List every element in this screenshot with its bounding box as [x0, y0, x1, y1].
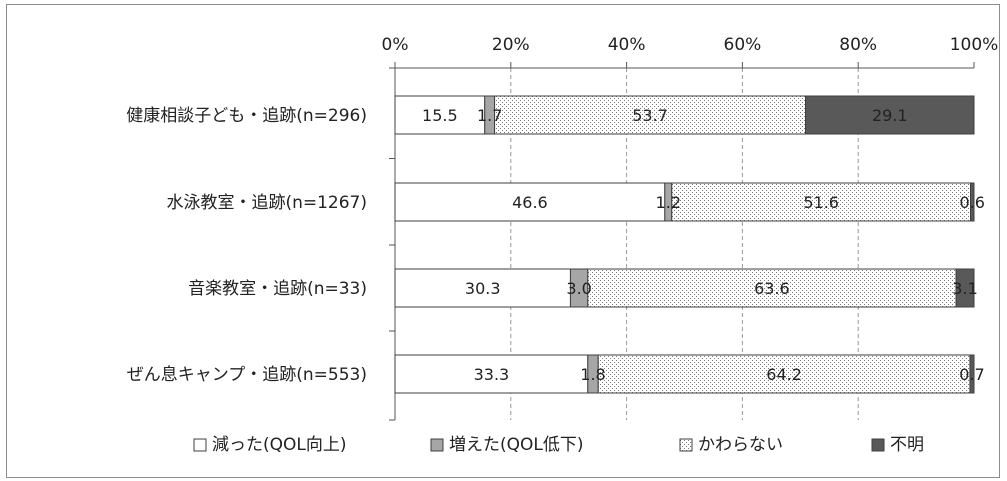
x-tick-label: 60%	[724, 35, 762, 55]
data-label: 1.2	[656, 193, 681, 212]
data-label: 3.0	[566, 279, 591, 298]
legend-label: 減った(QOL向上)	[212, 435, 347, 455]
data-label: 1.7	[477, 106, 502, 125]
axis-layer: 0% 20% 40% 60% 80% 100%	[382, 35, 999, 421]
x-tick-label: 0%	[382, 35, 409, 55]
x-tick-label: 20%	[492, 35, 530, 55]
bar-segment	[970, 182, 975, 222]
bar-segment	[587, 268, 957, 308]
data-label: 33.3	[474, 365, 510, 384]
bar-segment	[597, 354, 971, 394]
category-label: 健康相談子ども・追跡(n=296)	[126, 106, 367, 126]
x-tick-label: 80%	[839, 35, 877, 55]
legend-label: 不明	[890, 435, 924, 455]
legend-label: かわらない	[698, 435, 783, 455]
bar-segment	[955, 268, 975, 308]
x-tick-label: 40%	[608, 35, 646, 55]
label-layer: 健康相談子ども・追跡(n=296) 水泳教室・追跡(n=1267) 音楽教室・追跡(…	[126, 106, 985, 385]
data-label: 30.3	[465, 279, 501, 298]
data-label: 3.1	[952, 279, 977, 298]
bar-segment	[969, 354, 975, 394]
data-label: 46.6	[512, 193, 548, 212]
bar-segment	[394, 182, 666, 222]
data-label: 0.6	[960, 193, 985, 212]
x-tick-label: 100%	[950, 35, 999, 55]
category-label: 水泳教室・追跡(n=1267)	[166, 193, 367, 213]
legend-swatch	[193, 438, 207, 452]
data-label: 1.8	[580, 365, 605, 384]
data-label: 64.2	[766, 365, 802, 384]
bar-segment	[805, 95, 975, 135]
data-label: 53.7	[632, 106, 668, 125]
category-label: 音楽教室・追跡(n=33)	[188, 279, 367, 299]
category-label: ぜん息キャンプ・追跡(n=553)	[127, 365, 367, 385]
data-label: 0.7	[959, 365, 984, 384]
legend-swatch	[430, 438, 444, 452]
chart-frame	[6, 4, 1000, 478]
data-label: 29.1	[872, 106, 908, 125]
legend-swatch	[871, 438, 885, 452]
bar-segment	[494, 95, 807, 135]
legend: 減った(QOL向上) 増えた(QOL低下) かわらない 不明	[193, 435, 924, 455]
data-label: 51.6	[803, 193, 839, 212]
bar-segment	[671, 182, 972, 222]
legend-swatch	[679, 438, 693, 452]
bar-segment	[394, 354, 589, 394]
data-label: 63.6	[754, 279, 790, 298]
legend-label: 増えた(QOL低下)	[449, 435, 584, 455]
data-label: 15.5	[422, 106, 458, 125]
bar-layer	[394, 95, 975, 394]
